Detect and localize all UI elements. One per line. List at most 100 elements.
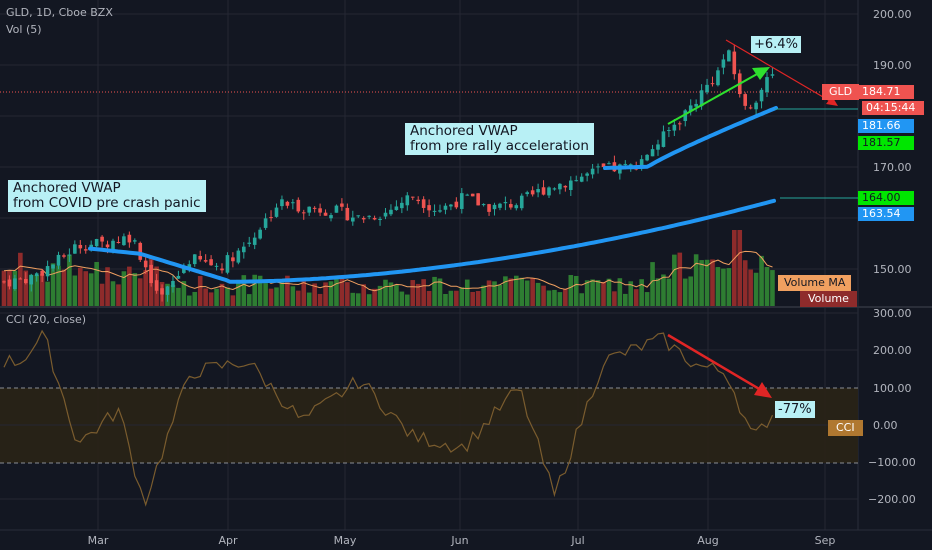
cci-header: CCI (20, close)	[6, 313, 87, 326]
vwap-covid-tag: 163.54	[858, 207, 914, 221]
volume-bar	[208, 292, 214, 306]
candle	[160, 284, 164, 302]
candle	[133, 238, 137, 245]
candle	[416, 196, 420, 205]
cci-tick: 300.00	[873, 307, 912, 320]
candle	[73, 240, 77, 254]
volume-bar	[437, 278, 443, 306]
volume-bar	[557, 292, 563, 306]
candle	[356, 215, 361, 219]
cci-change-label[interactable]: -77%	[775, 401, 815, 418]
cci-line[interactable]	[3, 329, 774, 507]
volume-header: Vol (5)	[6, 23, 42, 36]
volume-bar	[105, 267, 110, 306]
volume-bar	[481, 285, 486, 306]
volume-bar	[623, 293, 628, 306]
candle	[285, 200, 290, 209]
volume-bar	[552, 289, 557, 306]
candle	[492, 202, 497, 216]
candle	[247, 236, 252, 247]
volume-bar	[579, 293, 584, 306]
candle	[667, 126, 671, 138]
candle	[705, 78, 709, 95]
price-tick: 200.00	[873, 8, 912, 21]
volume-bar	[110, 281, 116, 306]
volume-bar	[334, 277, 339, 306]
candle	[694, 99, 698, 112]
candle	[143, 256, 148, 274]
candle	[127, 231, 132, 248]
candle	[34, 272, 39, 282]
candle	[569, 176, 573, 197]
volume-bar	[350, 292, 356, 306]
volume-bar	[492, 281, 497, 306]
symbol-header: GLD, 1D, Cboe BZX	[6, 6, 113, 19]
annotation-rally-vwap[interactable]: Anchored VWAP from pre rally acceleratio…	[405, 123, 594, 155]
candle	[361, 216, 366, 223]
candle	[661, 125, 666, 148]
candle	[656, 139, 660, 156]
time-tick: May	[334, 534, 357, 547]
candle	[394, 200, 399, 211]
candle	[225, 252, 230, 275]
volume-bar	[328, 281, 334, 306]
cci-tick: −100.00	[868, 456, 916, 469]
candle	[443, 203, 448, 215]
volume-bar	[78, 267, 83, 306]
candle	[607, 161, 611, 165]
volume-bar	[361, 284, 366, 306]
volume-bar	[187, 295, 192, 306]
volume-bar	[503, 276, 508, 306]
volume-bar	[470, 291, 475, 306]
symbol-tag: GLD	[822, 84, 860, 100]
volume-bar	[83, 271, 89, 306]
candle	[351, 210, 355, 226]
vwap-rally-line[interactable]	[603, 105, 778, 170]
volume-bar	[355, 293, 361, 306]
candle	[62, 253, 66, 259]
candle	[449, 203, 453, 211]
candle	[209, 255, 213, 266]
volume-bar	[399, 291, 405, 306]
volume-bar	[535, 282, 541, 306]
candle	[672, 119, 677, 137]
candle	[301, 209, 306, 220]
volume-bar	[274, 287, 279, 306]
candle	[258, 227, 262, 240]
cci-tag: CCI	[828, 420, 863, 436]
green-covid-tag: 164.00	[858, 191, 914, 205]
annotation-line: Anchored VWAP	[13, 180, 121, 196]
volume-bar	[650, 262, 655, 306]
volume-bar	[23, 270, 29, 306]
volume-bar	[372, 288, 377, 306]
vwap-covid-line[interactable]	[88, 198, 776, 284]
candle	[405, 192, 410, 211]
candle	[727, 49, 731, 62]
volume-bar	[606, 278, 612, 306]
volume-bar	[770, 270, 775, 306]
annotation-covid-vwap[interactable]: Anchored VWAP from COVID pre crash panic	[8, 180, 206, 212]
volume-bar	[192, 291, 198, 306]
volume-bar	[143, 270, 148, 306]
volume-bar	[699, 260, 704, 306]
candle	[334, 204, 339, 213]
candle	[389, 204, 393, 217]
volume-bar	[61, 269, 67, 306]
green-trend-arrow[interactable]	[667, 67, 770, 125]
candle	[116, 236, 121, 244]
candle	[552, 187, 557, 191]
volume-bar	[170, 284, 176, 306]
candle	[383, 207, 388, 220]
candle	[454, 197, 459, 210]
volume-bar	[252, 274, 257, 306]
cci-red-arrow[interactable]	[667, 333, 772, 398]
volume-bar	[388, 282, 394, 306]
volume-bar	[116, 284, 121, 306]
volume-bar	[317, 293, 323, 306]
price-change-label[interactable]: +6.4%	[751, 36, 801, 53]
time-tick: Apr	[218, 534, 238, 547]
candle	[770, 67, 775, 79]
red-trend-arrow[interactable]	[725, 39, 838, 106]
volume-bar	[121, 271, 127, 306]
